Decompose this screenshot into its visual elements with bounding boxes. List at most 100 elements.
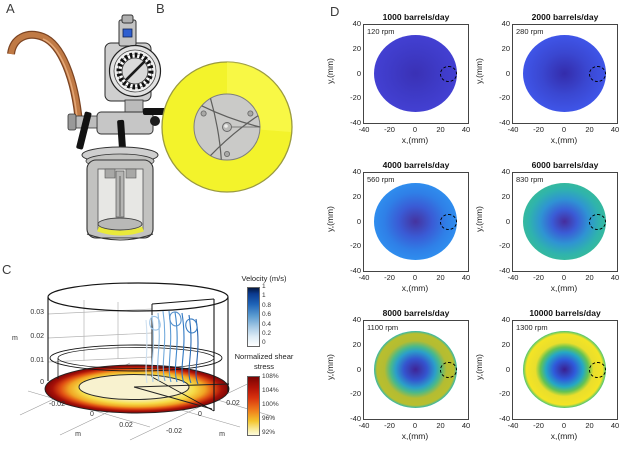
- shear-colorbar-ticks: 108% 104% 100% 96% 92%: [262, 373, 279, 436]
- tick-label: 0.8: [262, 301, 272, 309]
- shear-colorbar-title-2: stress: [253, 362, 274, 371]
- tick-label: 0: [505, 216, 510, 226]
- tick-label: -20: [533, 273, 544, 282]
- valve-fittings: [67, 99, 169, 156]
- x-axis-label: x,(mm): [401, 135, 429, 145]
- flow-subplot: 2000 barrels/day y,(mm) 40 20 0 -20 -40 …: [474, 12, 623, 160]
- tick-label: -40: [507, 125, 519, 134]
- tick-label: -20: [499, 93, 510, 103]
- y-axis-ticks: 40 20 0 -20 -40: [339, 315, 361, 423]
- pressure-gauge: [104, 14, 162, 102]
- tick-label: 20: [501, 339, 510, 349]
- tick-label: 20: [436, 273, 445, 282]
- tick-label: 0: [356, 68, 361, 78]
- tick-label: -20: [499, 389, 510, 399]
- tick-label: 0.2: [262, 330, 272, 338]
- tick-label: 40: [610, 421, 620, 430]
- tick-label: 0: [412, 125, 418, 134]
- panel-d-label: D: [330, 4, 340, 19]
- tick-label: 92%: [262, 428, 276, 436]
- x-axis-label: x,(mm): [401, 283, 429, 293]
- dashed-circle-marker: [589, 214, 606, 230]
- tick-label: 20: [352, 191, 361, 201]
- flow-subplot: 1000 barrels/day y,(mm) 40 20 0 -20 -40 …: [325, 12, 474, 160]
- tick-label: 0: [412, 421, 418, 430]
- velocity-colorbar: [247, 287, 260, 347]
- z-unit: m: [12, 335, 18, 342]
- flow-subplot: 4000 barrels/day y,(mm) 40 20 0 -20 -40 …: [325, 160, 474, 308]
- apparatus-render: [7, 14, 169, 241]
- y-axis-ticks: 40 20 0 -20 -40: [339, 20, 361, 127]
- flow-subplot: 6000 barrels/day y,(mm) 40 20 0 -20 -40 …: [474, 160, 623, 308]
- rpm-annotation: 280 rpm: [516, 27, 544, 36]
- tick-label: 20: [585, 421, 594, 430]
- y-axis-ticks: 40 20 0 -20 -40: [488, 168, 510, 275]
- impeller-blades: [201, 98, 261, 160]
- panel-d-grid: 1000 barrels/day y,(mm) 40 20 0 -20 -40 …: [325, 12, 623, 449]
- cut-wedge: [133, 383, 230, 410]
- subplot-title: 1000 barrels/day: [382, 12, 450, 22]
- bottom-disc: [97, 217, 143, 231]
- tick-label: 20: [501, 43, 510, 53]
- tick-label: 40: [610, 125, 620, 134]
- tick-label: 0.6: [262, 311, 272, 319]
- plot-axes: 120 rpm: [363, 24, 469, 124]
- disk-top-view: [161, 61, 293, 193]
- tick-label: 40: [352, 315, 361, 324]
- y-axis-label: y,(mm): [474, 206, 484, 232]
- panel-b-label: B: [156, 1, 166, 16]
- tick-label: 104%: [262, 386, 279, 394]
- tick-label: -20: [350, 389, 361, 399]
- tick-label: 40: [352, 167, 361, 176]
- x-axis-label: x,(mm): [550, 283, 578, 293]
- tick-label: 40: [501, 19, 510, 28]
- tick-label: -40: [507, 273, 519, 282]
- tick-label: -40: [358, 273, 370, 282]
- rpm-annotation: 1300 rpm: [516, 323, 548, 332]
- yellow-disk-edge: [97, 226, 144, 236]
- x-axis-ticks: -40 -20 0 20 40: [504, 125, 624, 134]
- tick-label: 0: [561, 273, 567, 282]
- y-axis-label: y,(mm): [474, 58, 484, 84]
- shear-colorbar: [247, 376, 260, 436]
- dashed-circle-marker: [589, 66, 606, 82]
- x-tick: 0.02: [119, 422, 133, 429]
- velocity-colorbar-ticks: 1 1 0.8 0.6 0.4 0.2 0: [262, 283, 272, 347]
- subplot-title: 6000 barrels/day: [531, 160, 599, 170]
- subplot-title: 2000 barrels/day: [531, 12, 599, 22]
- tick-label: 40: [461, 125, 471, 134]
- tick-label: -20: [350, 241, 361, 251]
- tick-label: -40: [499, 414, 510, 423]
- tick-label: 20: [585, 273, 594, 282]
- panel-c-label: C: [2, 262, 12, 277]
- x-axis-label: x,(mm): [401, 431, 429, 441]
- copper-outlet-tube: [7, 30, 83, 124]
- cfd-3d-plot: 0.03 0.02 0.01 0 m -0.02 0 0.02 m 0.02 0…: [12, 282, 276, 441]
- back-wall-grid: [47, 300, 153, 363]
- plot-axes: 1100 rpm: [363, 320, 469, 420]
- y-axis-ticks: 40 20 0 -20 -40: [339, 167, 361, 275]
- pressure-vessel: [81, 146, 159, 241]
- tick-label: 0: [561, 125, 567, 134]
- y-axis-label: y,(mm): [325, 354, 335, 380]
- gauge-blue-cap: [122, 28, 133, 38]
- tick-label: 96%: [262, 414, 276, 422]
- gauge-tick-ring: [116, 52, 154, 90]
- axis-ticks-c: 0.03 0.02 0.01 0 m -0.02 0 0.02 m 0.02 0…: [12, 309, 240, 438]
- valve-handle-left: [76, 111, 92, 150]
- plot-axes: 1300 rpm: [512, 320, 618, 420]
- tick-label: 20: [501, 191, 510, 201]
- rpm-annotation: 1100 rpm: [367, 323, 399, 332]
- tick-label: -20: [350, 93, 361, 103]
- y-tick: 0: [198, 411, 202, 418]
- x-unit: m: [75, 431, 81, 438]
- x-axis-label: x,(mm): [550, 135, 578, 145]
- tick-label: 0: [505, 364, 510, 374]
- tick-label: 40: [461, 273, 471, 282]
- velocity-colorbar-title: Velocity (m/s): [241, 274, 287, 283]
- tick-label: 0: [505, 68, 510, 78]
- panel-a-label: A: [6, 1, 16, 16]
- tick-label: 100%: [262, 400, 279, 408]
- y-axis-label: y,(mm): [325, 206, 335, 232]
